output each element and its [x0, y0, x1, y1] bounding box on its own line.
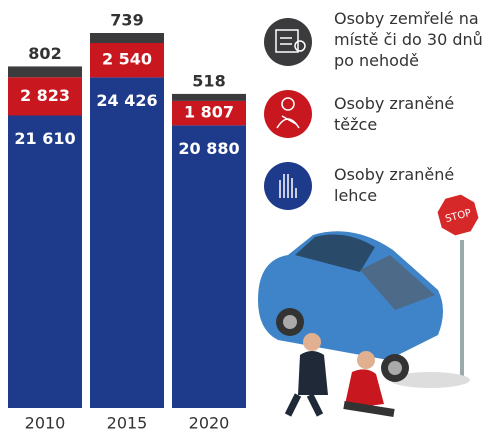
x-tick-label: 2010: [25, 414, 66, 433]
bar: [90, 43, 164, 78]
value-label: 20 880: [178, 139, 239, 158]
bar: [8, 66, 82, 78]
value-label: 1 807: [184, 103, 234, 122]
legend-label: Osoby zemřelé na místě či do 30 dnů po n…: [334, 9, 483, 70]
x-tick-label: 2015: [107, 414, 148, 433]
legend-icon: [264, 18, 312, 66]
bar: [8, 77, 82, 116]
bar: [172, 100, 246, 126]
value-label: 2 540: [102, 50, 152, 69]
legend-icon: [264, 90, 312, 138]
value-label: 2 823: [20, 86, 70, 105]
bar: [172, 125, 246, 409]
value-label: 739: [110, 11, 143, 30]
legend-label: Osoby zraněné lehce: [334, 165, 455, 205]
bar: [90, 77, 164, 408]
bar: [90, 33, 164, 44]
legend-label: Osoby zraněné těžce: [334, 94, 455, 134]
x-tick-label: 2020: [189, 414, 230, 433]
bar: [172, 93, 246, 101]
bar: [8, 115, 82, 408]
legend-icon: [264, 162, 312, 210]
value-label: 21 610: [14, 129, 75, 148]
value-label: 802: [28, 44, 61, 63]
value-label: 24 426: [96, 91, 157, 110]
value-label: 518: [192, 71, 225, 90]
illustration: STOP: [258, 194, 479, 417]
